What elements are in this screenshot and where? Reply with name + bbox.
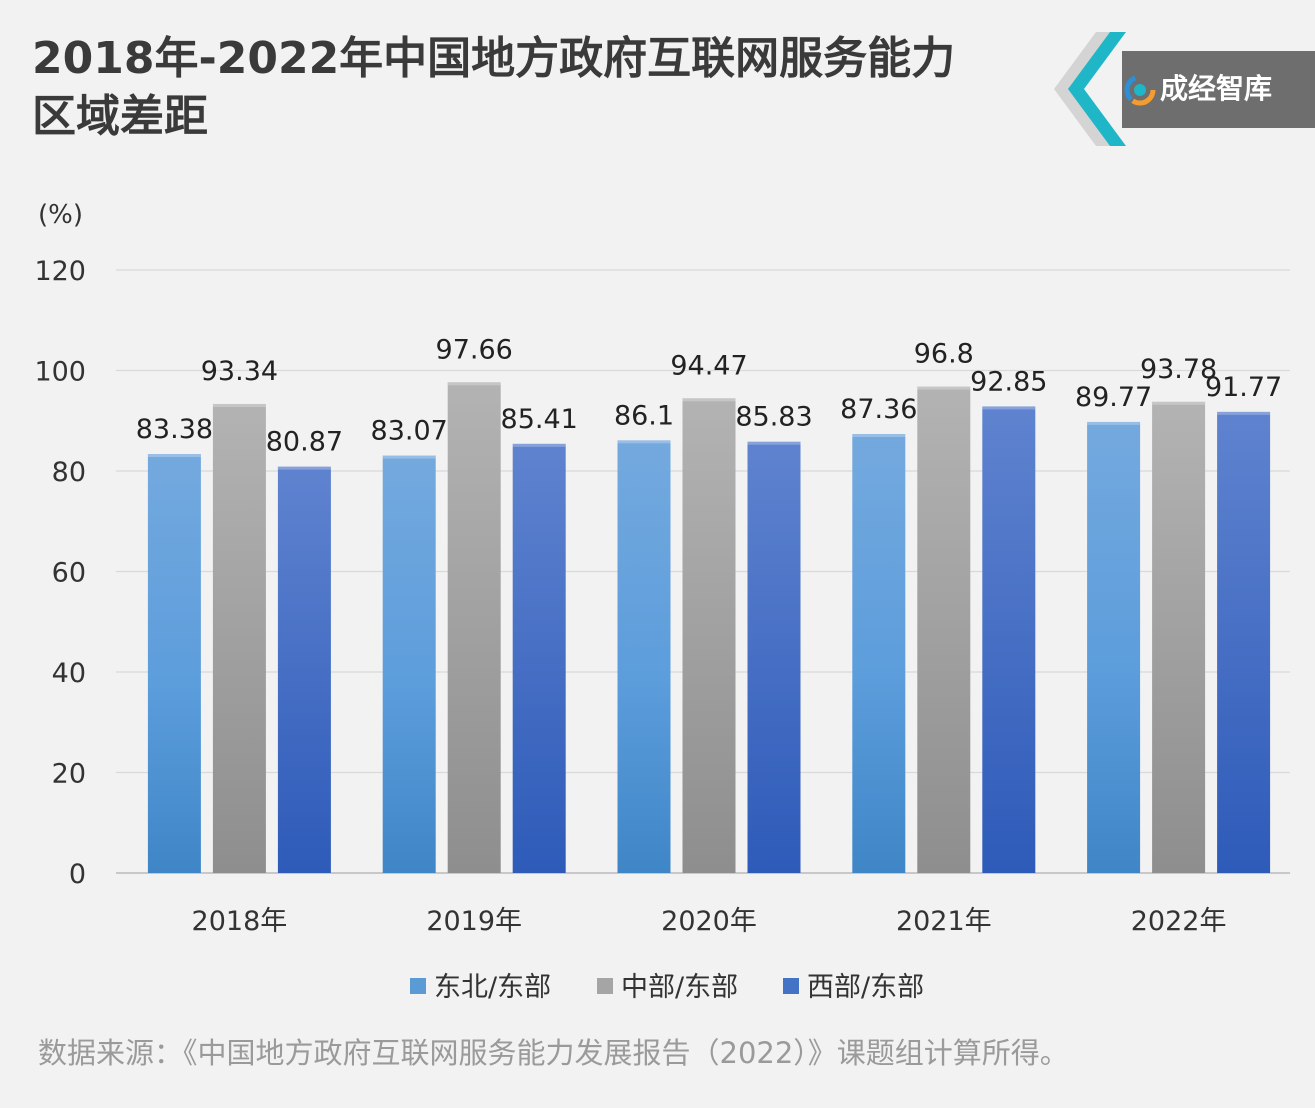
- legend-label-0: 东北/东部: [434, 972, 551, 1003]
- bar-2-0: [277, 466, 331, 873]
- data-label-0-2: 86.1: [614, 400, 674, 431]
- bar-highlight-1-3: [917, 386, 971, 390]
- brand-chevron-icon: [1054, 32, 1126, 146]
- legend-swatch-0: [410, 978, 426, 994]
- source-note: 数据来源：《中国地方政府互联网服务能力发展报告（2022）》课题组计算所得。: [38, 1036, 1069, 1070]
- y-tick-label-0: 0: [69, 859, 86, 890]
- bar-2-4: [1217, 411, 1271, 873]
- y-unit-label: (%): [38, 200, 83, 230]
- x-tick-label-1: 2019年: [426, 906, 522, 937]
- bar-highlight-0-0: [147, 454, 201, 458]
- bar-highlight-0-1: [382, 455, 436, 459]
- data-label-2-1: 85.41: [501, 404, 578, 435]
- legend-label-2: 西部/东部: [807, 972, 924, 1003]
- data-label-0-0: 83.38: [136, 414, 213, 445]
- x-tick-label-0: 2018年: [192, 906, 288, 937]
- bar-1-1: [447, 382, 501, 873]
- bar-highlight-0-2: [617, 440, 671, 444]
- data-label-1-3: 96.8: [914, 339, 974, 370]
- data-label-0-4: 89.77: [1075, 382, 1152, 413]
- bar-0-0: [147, 454, 201, 873]
- y-tick-label-120: 120: [34, 256, 86, 287]
- bar-1-2: [682, 398, 736, 873]
- bar-0-1: [382, 455, 436, 873]
- bar-highlight-2-2: [747, 441, 801, 445]
- brand-name: 成经智库: [1160, 72, 1273, 105]
- data-label-0-1: 83.07: [371, 416, 448, 447]
- data-label-1-4: 93.78: [1140, 354, 1217, 385]
- legend-swatch-2: [783, 978, 799, 994]
- brand-box: [1122, 51, 1315, 128]
- data-label-0-3: 87.36: [840, 394, 917, 425]
- chart-title-line2: 区域差距: [32, 91, 208, 142]
- bar-1-0: [212, 403, 266, 873]
- y-tick-label-40: 40: [52, 658, 86, 689]
- data-label-1-0: 93.34: [201, 356, 278, 387]
- bar-highlight-2-1: [512, 443, 566, 447]
- y-tick-label-20: 20: [52, 759, 86, 790]
- bar-chart: 83.38 93.34 80.87 83.07 97.66 85.41 86.1 94.47 8…: [34, 200, 1290, 1003]
- x-tick-label-3: 2021年: [896, 906, 992, 937]
- bar-2-2: [747, 441, 801, 873]
- bar-highlight-1-0: [212, 403, 266, 407]
- bar-2-3: [982, 406, 1036, 873]
- bar-highlight-2-3: [982, 406, 1036, 410]
- bar-highlight-1-2: [682, 398, 736, 402]
- brand-logo: 成经智库: [1048, 30, 1315, 148]
- data-label-1-1: 97.66: [436, 334, 513, 365]
- bar-0-3: [852, 434, 906, 873]
- swirl-logo-icon: [1124, 74, 1156, 106]
- bar-0-4: [1087, 421, 1141, 873]
- data-label-1-2: 94.47: [670, 350, 747, 381]
- x-tick-label-4: 2022年: [1131, 906, 1227, 937]
- bar-highlight-2-4: [1217, 411, 1271, 415]
- bar-1-4: [1152, 401, 1206, 873]
- bar-2-1: [512, 443, 566, 873]
- bar-highlight-1-4: [1152, 401, 1206, 405]
- legend-swatch-1: [597, 978, 613, 994]
- data-label-2-4: 91.77: [1205, 372, 1282, 403]
- bar-highlight-0-4: [1087, 421, 1141, 425]
- legend-label-1: 中部/东部: [621, 972, 738, 1003]
- bar-highlight-2-0: [277, 466, 331, 470]
- y-tick-label-100: 100: [34, 357, 86, 388]
- chart-title: 2018年-2022年中国地方政府互联网服务能力 区域差距: [32, 30, 955, 146]
- data-label-2-2: 85.83: [735, 402, 812, 433]
- y-tick-label-80: 80: [52, 457, 86, 488]
- y-tick-label-60: 60: [52, 558, 86, 589]
- chart-title-line1: 2018年-2022年中国地方政府互联网服务能力: [32, 33, 956, 84]
- bar-highlight-1-1: [447, 382, 501, 386]
- bar-0-2: [617, 440, 671, 873]
- data-label-2-3: 92.85: [970, 366, 1047, 397]
- data-label-2-0: 80.87: [266, 427, 343, 458]
- bar-highlight-0-3: [852, 434, 906, 438]
- bar-1-3: [917, 386, 971, 873]
- x-tick-label-2: 2020年: [661, 906, 757, 937]
